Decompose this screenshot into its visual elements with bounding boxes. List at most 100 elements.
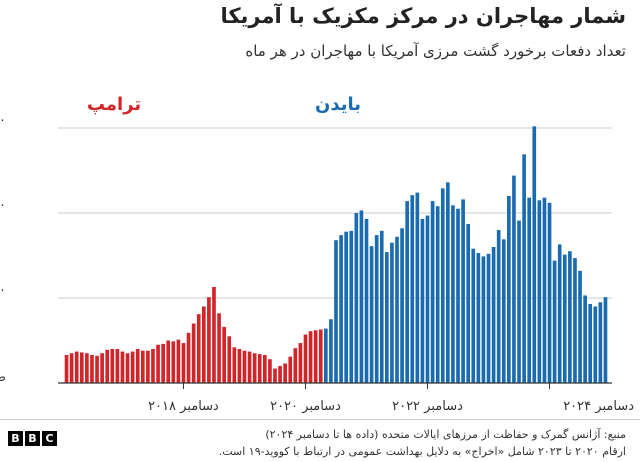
- bar-trump-50: [318, 329, 323, 383]
- source-line-2: ارقام ۲۰۲۰ تا ۲۰۲۳ شامل «اخراج» به دلایل…: [218, 445, 626, 458]
- bar-biden-38: [517, 220, 521, 383]
- source-line-1: منبع: آژانس گمرک و حفاظت از مرزهای ایالا…: [265, 428, 626, 441]
- bar-trump-3: [79, 352, 84, 383]
- bar-trump-33: [232, 347, 237, 383]
- bar-trump-15: [140, 350, 145, 383]
- logo-letter-b1: B: [8, 431, 23, 446]
- bar-biden-10: [374, 235, 379, 383]
- bar-biden-35: [501, 239, 506, 383]
- bar-biden-49: [573, 258, 577, 383]
- bar-trump-30: [217, 313, 221, 383]
- bar-trump-6: [95, 355, 99, 383]
- chart-subtitle: تعداد دفعات برخورد گشت مرزی آمریکا با مه…: [245, 42, 626, 60]
- bar-biden-13: [390, 242, 394, 383]
- axis-labels: صفر ۱۰۰ هزار ۲۰۰ هزار ۳۰۰ هزار دسامبر ۲۰۱۸ دس…: [0, 94, 634, 414]
- bar-biden-17: [410, 195, 415, 383]
- bar-biden-40: [527, 197, 532, 383]
- bar-trump-39: [262, 354, 267, 383]
- bar-trump-10: [115, 349, 120, 383]
- bar-trump-29: [212, 286, 216, 383]
- bar-biden-34: [496, 230, 501, 383]
- bar-biden-21: [430, 201, 435, 383]
- bar-trump-40: [268, 359, 272, 383]
- chart-title: شمار مهاجران در مرکز مکزیک با آمریکا: [220, 4, 626, 28]
- bar-trump-26: [196, 314, 201, 383]
- series-label-biden: بایدن: [315, 94, 361, 115]
- bar-biden-8: [364, 218, 369, 383]
- bar-biden-50: [578, 270, 582, 383]
- bar-trump-25: [191, 323, 196, 383]
- bar-biden-26: [456, 208, 460, 383]
- bar-biden-3: [339, 235, 343, 383]
- x-axis: [58, 382, 612, 389]
- bar-trump-19: [161, 343, 165, 383]
- bar-biden-19: [420, 218, 425, 383]
- bar-trump-27: [201, 306, 206, 383]
- bar-biden-29: [471, 248, 476, 383]
- footer-divider: [0, 419, 640, 420]
- bar-trump-13: [130, 351, 135, 383]
- bar-biden-31: [481, 256, 486, 383]
- bar-trump-31: [222, 326, 226, 383]
- bars: [64, 126, 608, 384]
- y-tick-label-3: ۳۰۰ هزار: [0, 113, 6, 128]
- bar-trump-11: [120, 351, 125, 383]
- bbc-logo: B B C: [8, 431, 57, 446]
- bar-biden-44: [547, 202, 552, 383]
- y-tick-label-0: صفر: [0, 370, 6, 385]
- logo-letter-b2: B: [25, 431, 40, 446]
- bar-biden-12: [385, 252, 389, 383]
- bar-trump-18: [156, 344, 160, 383]
- bar-trump-4: [85, 353, 89, 383]
- x-tick-label-0: دسامبر ۲۰۱۸: [148, 399, 219, 414]
- bar-biden-53: [593, 306, 598, 383]
- bar-biden-54: [598, 302, 603, 383]
- bar-trump-35: [242, 350, 247, 383]
- bar-trump-38: [257, 354, 262, 383]
- bar-trump-42: [278, 366, 282, 383]
- bar-biden-11: [379, 230, 384, 383]
- source-note: منبع: آژانس گمرک و حفاظت از مرزهای ایالا…: [219, 426, 626, 460]
- bar-trump-14: [135, 349, 140, 383]
- bar-trump-8: [105, 349, 110, 383]
- bar-biden-6: [354, 213, 359, 383]
- bar-trump-49: [313, 330, 318, 383]
- bar-biden-47: [562, 254, 567, 383]
- bar-trump-47: [303, 334, 308, 383]
- bar-trump-41: [273, 368, 277, 383]
- bar-biden-22: [435, 206, 440, 383]
- bar-biden-52: [588, 303, 593, 383]
- bar-biden-45: [552, 260, 557, 383]
- bar-trump-17: [151, 349, 155, 383]
- bar-trump-24: [186, 332, 191, 383]
- bar-trump-9: [110, 349, 115, 383]
- bar-trump-12: [125, 353, 130, 383]
- bar-biden-51: [583, 295, 587, 383]
- x-tick-label-3: دسامبر ۲۰۲۴: [563, 399, 634, 414]
- bar-trump-21: [171, 341, 176, 383]
- bar-biden-1: [329, 319, 333, 383]
- bar-biden-48: [568, 251, 572, 383]
- bar-biden-32: [486, 253, 491, 383]
- bar-trump-36: [247, 351, 252, 383]
- bar-biden-4: [344, 231, 348, 383]
- bar-biden-18: [415, 192, 420, 383]
- bar-trump-22: [176, 339, 181, 383]
- x-tick-label-2: دسامبر ۲۰۲۲: [392, 399, 463, 414]
- bar-biden-46: [557, 244, 562, 383]
- bar-trump-44: [288, 356, 293, 383]
- bar-trump-43: [283, 363, 287, 383]
- bar-biden-27: [461, 199, 465, 383]
- bar-trump-37: [252, 353, 257, 383]
- bar-trump-16: [146, 350, 150, 383]
- bar-trump-34: [237, 349, 242, 383]
- bar-biden-14: [395, 236, 399, 383]
- bar-biden-33: [491, 247, 496, 383]
- bar-biden-16: [405, 201, 410, 383]
- bar-biden-7: [359, 210, 364, 383]
- bar-trump-7: [100, 353, 104, 383]
- y-tick-label-1: ۱۰۰ هزار: [0, 283, 6, 298]
- bar-chart: صفر ۱۰۰ هزار ۲۰۰ هزار ۳۰۰ هزار دسامبر ۲۰۱۸ دس…: [0, 94, 634, 414]
- bar-biden-39: [522, 154, 526, 383]
- bar-biden-55: [603, 297, 608, 383]
